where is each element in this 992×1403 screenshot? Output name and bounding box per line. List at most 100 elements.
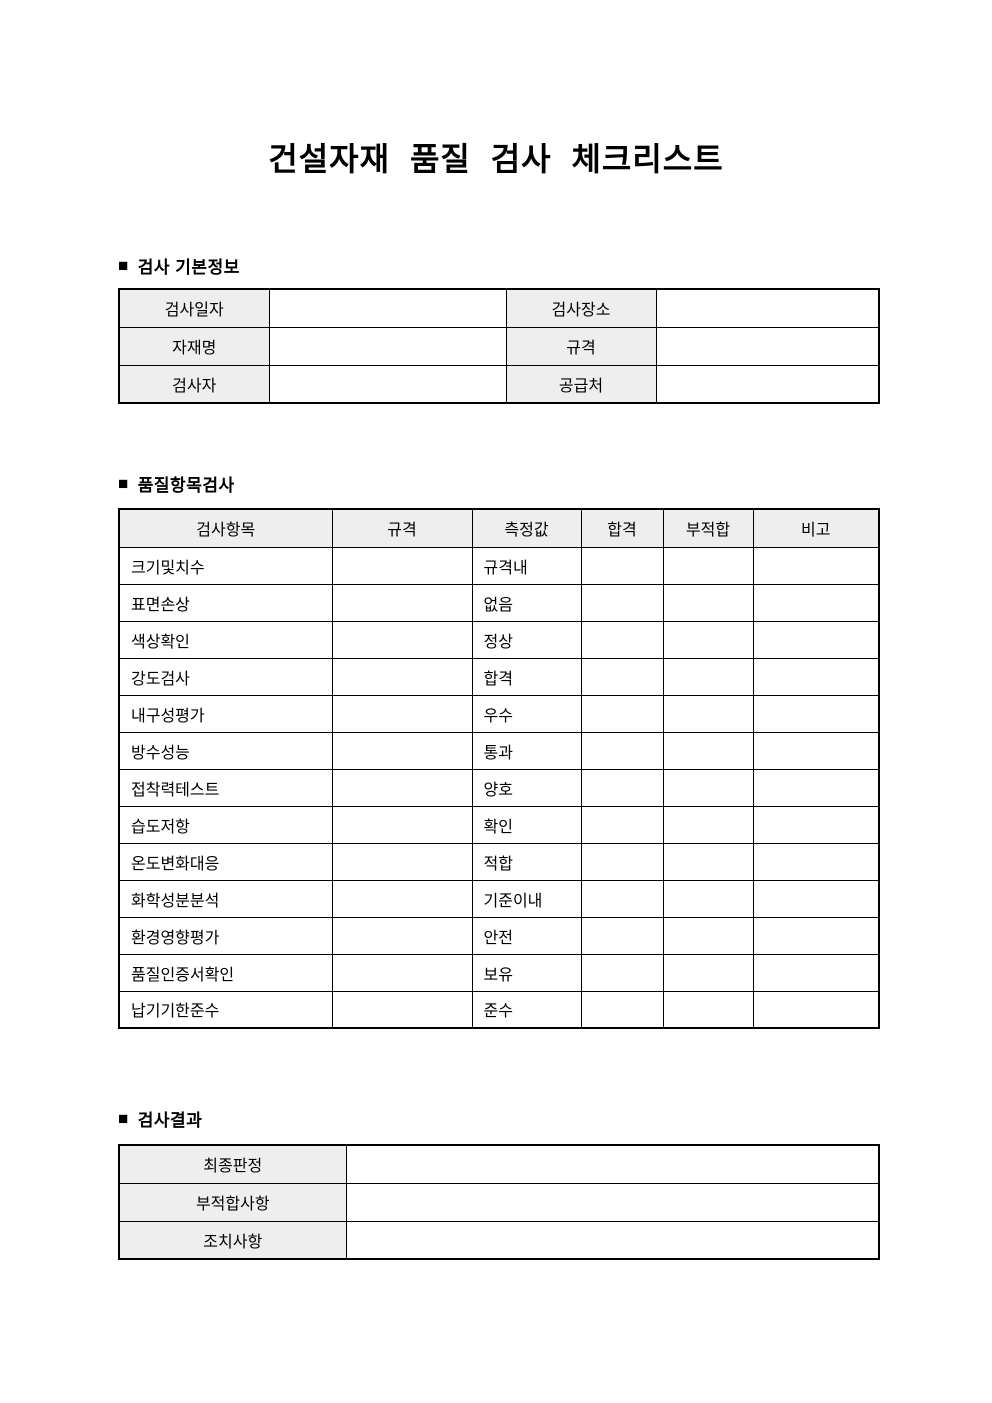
table-row: 최종판정 [118, 1144, 880, 1184]
cell-note [752, 546, 880, 585]
cell-note [752, 657, 880, 696]
table-row: 표면손상 없음 [118, 583, 880, 622]
cell-pass [580, 694, 664, 733]
field-value-inspection-date [268, 288, 507, 328]
cell-measured: 준수 [471, 990, 582, 1029]
cell-measured: 없음 [471, 583, 582, 622]
quality-items-table: 검사항목 규격 측정값 합격 부적합 비고 크기및치수 규격내 표면손상 없음 … [118, 508, 880, 1029]
table-row: 화학성분분석 기준이내 [118, 879, 880, 918]
cell-fail [662, 620, 754, 659]
table-header-row: 검사항목 규격 측정값 합격 부적합 비고 [118, 508, 880, 548]
results-table: 최종판정 부적합사항 조치사항 [118, 1144, 880, 1260]
cell-spec [331, 657, 473, 696]
cell-fail [662, 842, 754, 881]
field-label-inspection-date: 검사일자 [118, 288, 270, 328]
cell-note [752, 842, 880, 881]
field-label-inspection-place: 검사장소 [505, 288, 657, 328]
cell-pass [580, 768, 664, 807]
field-label-specification: 규격 [505, 326, 657, 366]
table-row: 습도저항 확인 [118, 805, 880, 844]
section-bullet-icon: ■ [118, 1109, 129, 1128]
table-row: 자재명 규격 [118, 326, 880, 366]
cell-item: 습도저항 [118, 805, 333, 844]
cell-note [752, 879, 880, 918]
cell-pass [580, 990, 664, 1029]
cell-spec [331, 842, 473, 881]
cell-measured: 확인 [471, 805, 582, 844]
section-bullet-icon: ■ [118, 256, 129, 275]
cell-pass [580, 842, 664, 881]
field-value-specification [655, 326, 880, 366]
cell-item: 온도변화대응 [118, 842, 333, 881]
table-row: 검사일자 검사장소 [118, 288, 880, 328]
column-header-note: 비고 [752, 508, 880, 548]
cell-spec [331, 546, 473, 585]
cell-note [752, 583, 880, 622]
section-heading-results: ■ 검사결과 [118, 1106, 878, 1131]
table-row: 강도검사 합격 [118, 657, 880, 696]
cell-spec [331, 583, 473, 622]
table-row: 부적합사항 [118, 1182, 880, 1222]
cell-spec [331, 916, 473, 955]
section-heading-text: 검사 기본정보 [137, 258, 240, 277]
field-label-nonconformities: 부적합사항 [118, 1182, 347, 1222]
section-heading-text: 품질항목검사 [137, 476, 235, 495]
cell-fail [662, 657, 754, 696]
cell-fail [662, 805, 754, 844]
cell-spec [331, 805, 473, 844]
cell-note [752, 694, 880, 733]
cell-measured: 보유 [471, 953, 582, 992]
field-value-nonconformities [345, 1182, 880, 1222]
cell-pass [580, 916, 664, 955]
field-label-material-name: 자재명 [118, 326, 270, 366]
cell-item: 화학성분분석 [118, 879, 333, 918]
table-row: 접착력테스트 양호 [118, 768, 880, 807]
field-value-inspection-place [655, 288, 880, 328]
field-value-inspector [268, 364, 507, 404]
cell-item: 환경영향평가 [118, 916, 333, 955]
cell-item: 품질인증서확인 [118, 953, 333, 992]
basic-info-table: 검사일자 검사장소 자재명 규격 검사자 공급처 [118, 288, 880, 404]
field-label-final-judgment: 최종판정 [118, 1144, 347, 1184]
cell-spec [331, 768, 473, 807]
table-row: 납기기한준수 준수 [118, 990, 880, 1029]
table-row: 온도변화대응 적합 [118, 842, 880, 881]
table-row: 내구성평가 우수 [118, 694, 880, 733]
table-row: 환경영향평가 안전 [118, 916, 880, 955]
cell-note [752, 620, 880, 659]
cell-item: 색상확인 [118, 620, 333, 659]
table-row: 방수성능 통과 [118, 731, 880, 770]
cell-fail [662, 768, 754, 807]
cell-spec [331, 620, 473, 659]
section-heading-text: 검사결과 [137, 1111, 203, 1130]
table-row: 품질인증서확인 보유 [118, 953, 880, 992]
cell-measured: 규격내 [471, 546, 582, 585]
cell-item: 납기기한준수 [118, 990, 333, 1029]
cell-fail [662, 546, 754, 585]
cell-measured: 통과 [471, 731, 582, 770]
field-label-supplier: 공급처 [505, 364, 657, 404]
cell-fail [662, 731, 754, 770]
cell-fail [662, 694, 754, 733]
cell-note [752, 953, 880, 992]
field-label-inspector: 검사자 [118, 364, 270, 404]
cell-note [752, 731, 880, 770]
cell-pass [580, 620, 664, 659]
column-header-pass: 합격 [580, 508, 664, 548]
cell-fail [662, 879, 754, 918]
field-value-actions [345, 1220, 880, 1260]
cell-pass [580, 657, 664, 696]
cell-pass [580, 953, 664, 992]
section-bullet-icon: ■ [118, 474, 129, 493]
section-heading-basic-info: ■ 검사 기본정보 [118, 253, 878, 278]
cell-note [752, 805, 880, 844]
field-label-actions: 조치사항 [118, 1220, 347, 1260]
cell-item: 방수성능 [118, 731, 333, 770]
cell-item: 강도검사 [118, 657, 333, 696]
cell-pass [580, 583, 664, 622]
cell-fail [662, 916, 754, 955]
cell-pass [580, 731, 664, 770]
cell-item: 크기및치수 [118, 546, 333, 585]
cell-measured: 기준이내 [471, 879, 582, 918]
